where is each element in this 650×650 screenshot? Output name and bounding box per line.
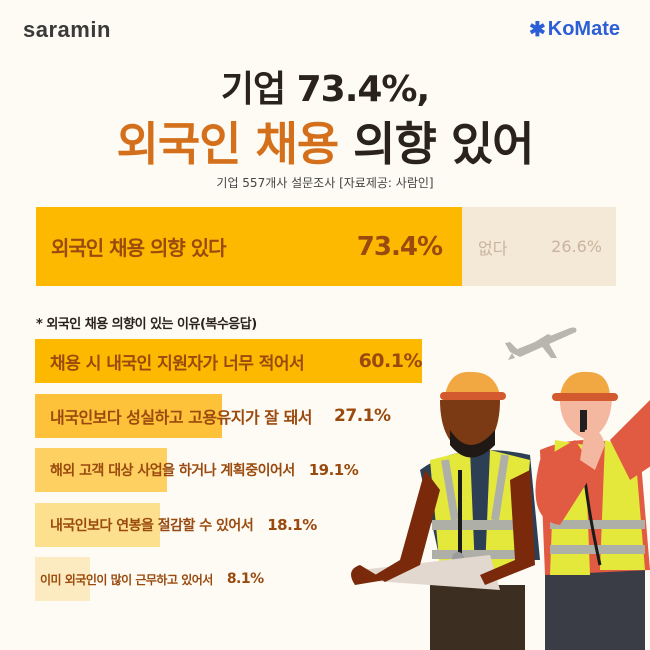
survey-subtitle: 기업 557개사 설문조사 [자료제공: 사람인] [216, 176, 434, 190]
reason-label: 내국인보다 성실하고 고용유지가 잘 돼서 [50, 408, 313, 427]
reason-row: 이미 외국인이 많이 근무하고 있어서 8.1% [35, 557, 435, 601]
reason-bar [35, 503, 160, 547]
reason-label: 내국인보다 연봉을 절감할 수 있어서 [50, 518, 254, 534]
airplane-icon [505, 327, 577, 360]
headline-line1: 기업 73.4%, [220, 69, 430, 110]
asterisk-icon: ✱ [529, 19, 546, 41]
reason-bar [35, 339, 422, 383]
no-value: 26.6% [551, 237, 602, 256]
reason-value: 19.1% [308, 461, 359, 479]
reason-value: 60.1% [358, 350, 423, 372]
main-result-yes-segment: 외국인 채용 의향 있다 73.4% [36, 207, 462, 286]
headline-line2: 외국인 채용 의향 있어 [0, 108, 650, 174]
reason-bar [35, 448, 167, 492]
reasons-title: * 외국인 채용 의향이 있는 이유(복수응답) [36, 317, 257, 332]
reason-bar [35, 394, 222, 438]
saramin-logo: saramin [23, 17, 111, 42]
reason-label: 채용 시 내국인 지원자가 너무 적어서 [50, 353, 305, 374]
reason-label: 해외 고객 대상 사업을 하거나 계획중이어서 [50, 463, 295, 479]
headline-accent: 외국인 채용 [116, 117, 340, 171]
yes-value: 73.4% [356, 231, 443, 262]
reason-row: 내국인보다 연봉을 절감할 수 있어서 18.1% [35, 503, 435, 547]
yes-label: 외국인 채용 의향 있다 [51, 236, 226, 260]
worker-right-figure [535, 371, 650, 650]
workers-illustration [351, 327, 650, 650]
main-result-bar: 외국인 채용 의향 있다 73.4% 없다 26.6% [36, 207, 616, 286]
reason-row: 채용 시 내국인 지원자가 너무 적어서 60.1% [35, 339, 435, 383]
reason-value: 8.1% [226, 571, 264, 587]
komate-logo: ✱ KoMate [529, 17, 620, 42]
reason-row: 해외 고객 대상 사업을 하거나 계획중이어서 19.1% [35, 448, 435, 492]
worker-left-figure [351, 371, 540, 650]
reason-value: 27.1% [334, 406, 391, 426]
reason-bar [35, 557, 90, 601]
reason-row: 내국인보다 성실하고 고용유지가 잘 돼서 27.1% [35, 394, 435, 438]
reason-label: 이미 외국인이 많이 근무하고 있어서 [40, 572, 213, 587]
komate-logo-text: KoMate [547, 18, 620, 40]
headline-rest: 의향 있어 [338, 117, 534, 171]
no-label: 없다 [478, 238, 508, 258]
reason-value: 18.1% [267, 516, 317, 534]
main-result-no-segment: 없다 26.6% [462, 207, 616, 286]
